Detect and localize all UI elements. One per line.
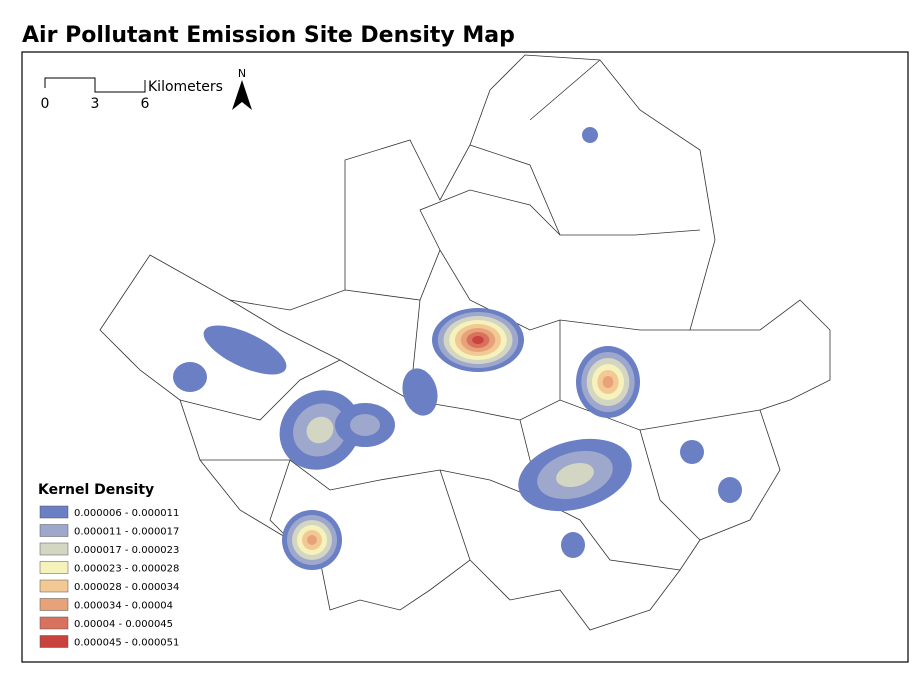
density-zone (602, 376, 614, 388)
legend-label: 0.000045 - 0.000051 (74, 638, 179, 649)
map-title: Air Pollutant Emission Site Density Map (22, 23, 515, 48)
legend-swatch (39, 524, 69, 537)
map-frame (21, 51, 909, 663)
scale-label: 6 (141, 96, 150, 112)
scale-unit: Kilometers (148, 79, 223, 95)
density-zone (173, 362, 207, 392)
legend-swatch (39, 542, 69, 556)
legend: Kernel Density 0.000006 - 0.000011 0.0000… (38, 482, 179, 649)
scale-label: 0 (41, 96, 50, 112)
legend-label: 0.000028 - 0.000034 (74, 582, 179, 593)
density-surface (173, 127, 742, 570)
north-arrow-shape (232, 80, 252, 110)
density-zone (680, 440, 704, 464)
legend-label: 0.00004 - 0.000045 (74, 619, 173, 630)
density-zone (306, 416, 334, 444)
scale-bar: 0 3 6 Kilometers (41, 77, 223, 112)
density-zone (402, 368, 438, 416)
north-label: N (238, 67, 246, 80)
density-zone (307, 535, 317, 545)
legend-title: Kernel Density (38, 482, 154, 498)
scale-label: 3 (91, 96, 100, 112)
legend-swatch (39, 598, 69, 611)
density-zone (561, 532, 585, 558)
legend-swatch (39, 505, 69, 519)
density-zone (718, 477, 742, 503)
legend-label: 0.000011 - 0.000017 (74, 527, 179, 538)
legend-swatch (39, 579, 69, 593)
north-arrow: N (232, 67, 252, 110)
legend-swatch (39, 561, 69, 574)
legend-swatch (39, 616, 69, 630)
density-zone (556, 462, 594, 488)
density-zone (472, 336, 484, 344)
legend-label: 0.000017 - 0.000023 (74, 545, 179, 556)
scale-bar-line (44, 77, 146, 93)
legend-label: 0.000006 - 0.000011 (74, 508, 179, 519)
legend-swatch (39, 635, 69, 648)
density-zone (350, 414, 380, 436)
legend-label: 0.000023 - 0.000028 (74, 564, 179, 575)
legend-label: 0.000034 - 0.00004 (74, 601, 173, 612)
density-zone (582, 127, 598, 143)
density-zone (203, 325, 287, 375)
